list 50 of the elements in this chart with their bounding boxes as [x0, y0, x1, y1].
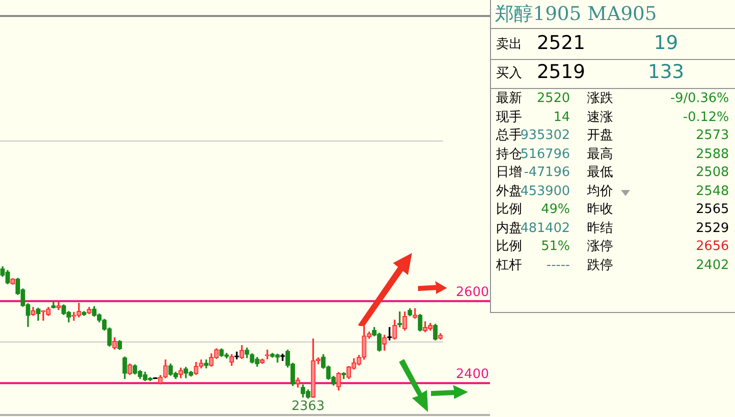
text: 2529 — [696, 220, 729, 238]
text: 2402 — [696, 256, 729, 274]
text: 内盘 — [496, 220, 522, 238]
text: 2573 — [696, 127, 729, 145]
text: 最低 — [587, 164, 613, 182]
text: 开盘 — [587, 127, 613, 145]
text: 2519 — [536, 61, 586, 83]
text: 速涨 — [587, 108, 613, 126]
text: 2588 — [696, 146, 729, 164]
text: 跌停 — [587, 256, 613, 274]
text: 持仓 — [496, 146, 522, 164]
text: 比例 — [496, 238, 522, 256]
text: 14 — [553, 108, 570, 126]
text: 卖出 — [496, 36, 522, 54]
text: 19 — [652, 32, 680, 54]
text: 日增 — [496, 164, 522, 182]
text: 比例 — [496, 201, 522, 219]
text: -47196 — [524, 164, 570, 182]
text: 昨结 — [587, 220, 613, 238]
text: 现手 — [496, 108, 522, 126]
text: 总手 — [496, 127, 522, 145]
text: 外盘 — [496, 182, 522, 200]
text: 均价 — [587, 182, 613, 200]
text: 935302 — [520, 127, 570, 145]
text: 涨停 — [587, 238, 613, 256]
text: ----- — [546, 256, 570, 274]
text: 买入 — [496, 65, 522, 83]
text: -0.12% — [683, 108, 729, 126]
text: 2521 — [536, 32, 586, 54]
text: 最高 — [587, 146, 613, 164]
text: 481402 — [520, 220, 570, 238]
text: 51% — [541, 238, 570, 256]
text: 涨跌 — [587, 90, 613, 108]
text: 516796 — [520, 146, 570, 164]
text: 最新 — [496, 90, 522, 108]
text: 2548 — [696, 182, 729, 200]
text: 2565 — [696, 201, 729, 219]
text: -9/0.36% — [670, 90, 729, 108]
text: 2520 — [536, 90, 570, 108]
text: 2656 — [696, 238, 729, 256]
text: 133 — [646, 61, 686, 83]
text: 杠杆 — [496, 256, 522, 274]
ref-line-label: 2400 — [456, 367, 489, 382]
annotation: 2363 — [292, 399, 325, 414]
text: 453900 — [520, 182, 570, 200]
text: 2508 — [696, 164, 729, 182]
ref-line-label: 2600 — [456, 285, 489, 300]
text: 49% — [541, 201, 570, 219]
text: 郑醇1905 MA905 — [491, 0, 735, 29]
text: 昨收 — [587, 201, 613, 219]
